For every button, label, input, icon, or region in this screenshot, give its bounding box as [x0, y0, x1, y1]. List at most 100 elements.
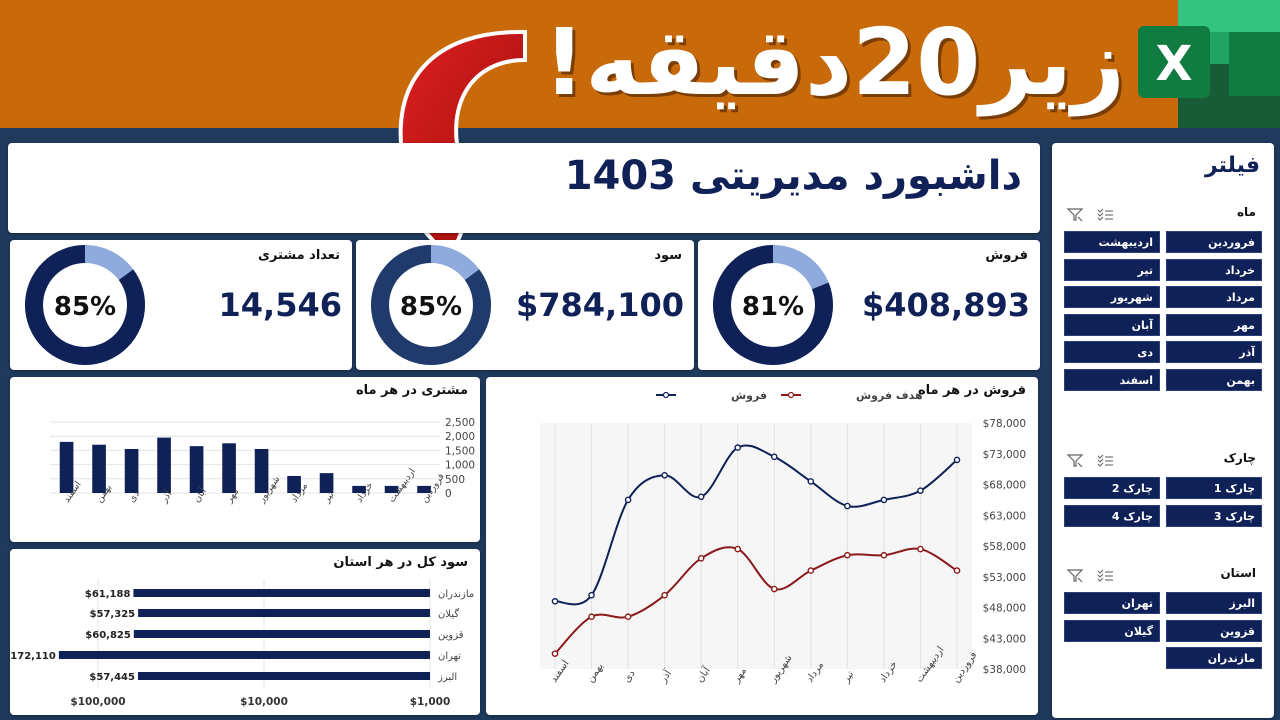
legend-marker: [662, 391, 670, 399]
slicer-item[interactable]: چارک 2: [1064, 477, 1160, 499]
slicer-item[interactable]: دی: [1064, 341, 1160, 363]
clear-filter-icon[interactable]: [1066, 569, 1084, 583]
y-tick-label: گیلان: [438, 608, 459, 620]
data-point: [844, 502, 851, 510]
slicer-item[interactable]: مرداد: [1166, 286, 1262, 308]
data-point: [880, 551, 888, 559]
slicer-item[interactable]: بهمن: [1166, 368, 1262, 391]
y-tick-label: $78,000: [983, 418, 1026, 430]
excel-logo-icon: X: [1138, 0, 1280, 128]
slicer-item[interactable]: مازندران: [1166, 647, 1262, 669]
x-tick-label: دی: [622, 668, 638, 684]
slicer-item[interactable]: خرداد: [1166, 258, 1262, 281]
kpi-customers-card: تعداد مشتری 14,546 85%: [10, 240, 352, 370]
data-point: [917, 545, 924, 553]
filter-panel: فیلتر ماه فروردین اردیبهشت خرداد تیر مرداد شهر…: [1052, 143, 1274, 718]
slicer-item[interactable]: آبان: [1064, 313, 1160, 336]
data-point: [807, 567, 815, 574]
bar: [137, 672, 431, 680]
clear-filter-icon[interactable]: [1066, 454, 1084, 468]
data-point: [697, 554, 705, 562]
donut-fill: [371, 245, 491, 365]
plot-area: [540, 423, 972, 669]
data-point: [880, 496, 888, 504]
bar: [254, 448, 269, 493]
multi-select-icon[interactable]: [1097, 454, 1113, 467]
data-point: [588, 613, 595, 621]
slicer-item[interactable]: فروردین: [1166, 231, 1262, 253]
data-point: [807, 478, 815, 485]
slicer-item[interactable]: تیر: [1064, 258, 1160, 281]
slicer-item[interactable]: البرز: [1166, 592, 1262, 614]
kpi-donut: 85%: [25, 245, 145, 365]
y-tick-label: $58,000: [983, 541, 1026, 553]
province-profit-chart-card: سود کل در هر استان $100,000 $10,000 $1,000…: [3, 549, 480, 715]
slicer-item[interactable]: اسفند: [1064, 368, 1160, 391]
slicer-toolbar: [1066, 569, 1113, 583]
y-tick-label: 2,000: [445, 431, 475, 443]
x-tick-label: $10,000: [240, 696, 288, 708]
data-label: $61,188: [85, 589, 131, 600]
slicer-section-title: استان: [1220, 566, 1256, 580]
slicer-toolbar: [1066, 208, 1113, 222]
x-tick-label: اردیبهشت: [386, 466, 417, 504]
kpi-profit-card: سود $784,100 85%: [356, 240, 694, 370]
multi-select-icon[interactable]: [1097, 569, 1113, 582]
slicer-item[interactable]: چارک 1: [1166, 477, 1262, 499]
data-point: [551, 650, 559, 657]
data-point: [661, 471, 668, 479]
data-point: [697, 493, 705, 501]
data-point: [953, 567, 961, 574]
bar: [133, 630, 430, 638]
multi-select-icon[interactable]: [1097, 208, 1113, 221]
kpi-donut: 85%: [371, 245, 491, 365]
slicer-item[interactable]: چارک 3: [1166, 504, 1262, 527]
bar: [352, 485, 366, 493]
slicer-item[interactable]: اردیبهشت: [1064, 231, 1160, 253]
donut-percent: 81%: [742, 292, 804, 322]
kpi-donut: 81%: [713, 245, 833, 365]
data-point: [588, 591, 595, 599]
x-tick-label: آذر: [656, 666, 675, 685]
slicer-item[interactable]: گیلان: [1064, 619, 1160, 642]
data-point: [624, 613, 632, 621]
dashboard-title-card: داشبورد مدیریتی 1403: [8, 143, 1040, 233]
y-tick-label: قزوین: [438, 630, 464, 641]
y-tick-label: $48,000: [983, 603, 1026, 615]
filter-title: فیلتر: [1204, 153, 1260, 178]
slicer-item[interactable]: تهران: [1064, 592, 1160, 614]
bar: [58, 651, 430, 659]
legend-label: هدف فروش: [856, 389, 923, 402]
bar: [133, 589, 430, 597]
donut-fill: [25, 245, 145, 365]
x-tick-label: $1,000: [410, 696, 451, 708]
slicer-item[interactable]: چارک 4: [1064, 504, 1160, 527]
kpi-sales-card: فروش $408,893 81%: [698, 240, 1040, 370]
sales-line-chart-card: فروش در هر ماه اسفند بهمن دی آذر آبان مهر شهری…: [486, 377, 1038, 715]
bar: [384, 485, 399, 493]
legend-marker: [787, 391, 795, 399]
kpi-label: سود: [654, 248, 682, 263]
chart-title: سود کل در هر استان: [333, 555, 468, 570]
y-tick-label: البرز: [437, 672, 457, 683]
data-point: [624, 496, 632, 504]
x-tick-label: تیر: [840, 669, 856, 686]
data-point: [770, 453, 778, 461]
data-point: [551, 598, 559, 605]
x-tick-label: $100,000: [70, 696, 125, 708]
clear-filter-icon[interactable]: [1066, 208, 1084, 222]
y-tick-label: 500: [445, 474, 465, 486]
y-tick-label: تهران: [438, 651, 461, 662]
y-tick-label: $53,000: [983, 572, 1026, 584]
slicer-item[interactable]: شهریور: [1064, 286, 1160, 308]
slicer-item[interactable]: مهر: [1166, 313, 1262, 336]
dashboard-title: داشبورد مدیریتی 1403: [564, 153, 1022, 199]
y-tick-label: مازندران: [438, 589, 474, 600]
y-tick-label: $68,000: [983, 480, 1026, 492]
slicer-item[interactable]: قزوین: [1166, 619, 1262, 642]
data-point: [844, 551, 851, 559]
y-tick-label: $38,000: [983, 664, 1026, 676]
bar: [59, 441, 74, 493]
slicer-item[interactable]: آذر: [1166, 341, 1262, 363]
